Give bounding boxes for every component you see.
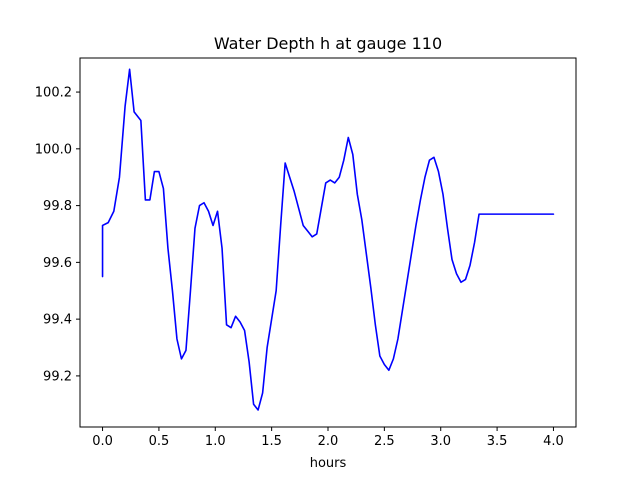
plot-area [101, 68, 555, 411]
chart-title: Water Depth h at gauge 110 [214, 34, 442, 53]
axis-ticks: 0.0 0.5 1.0 1.5 2.0 2.5 3.0 3.5 4.0 99.2 99.4 99.6 9… [35, 86, 564, 449]
y-tick-label: 99.6 [43, 256, 72, 271]
x-tick-label: 1.5 [261, 434, 282, 449]
x-axis-label: hours [310, 456, 347, 471]
y-tick-label: 100.0 [35, 142, 72, 157]
y-tick-label: 100.2 [35, 86, 72, 101]
x-tick-label: 0.0 [92, 434, 113, 449]
x-tick-label: 2.5 [374, 434, 395, 449]
x-tick-label: 3.0 [430, 434, 451, 449]
series-line-0 [101, 68, 555, 411]
x-tick-label: 3.5 [487, 434, 508, 449]
axes-frame [79, 57, 577, 428]
x-tick-label: 2.0 [318, 434, 339, 449]
x-tick-label: 4.0 [543, 434, 564, 449]
y-tick-label: 99.2 [43, 369, 72, 384]
x-tick-label: 0.5 [149, 434, 170, 449]
y-tick-label: 99.4 [43, 313, 72, 328]
x-tick-label: 1.0 [205, 434, 226, 449]
y-tick-label: 99.8 [43, 199, 72, 214]
